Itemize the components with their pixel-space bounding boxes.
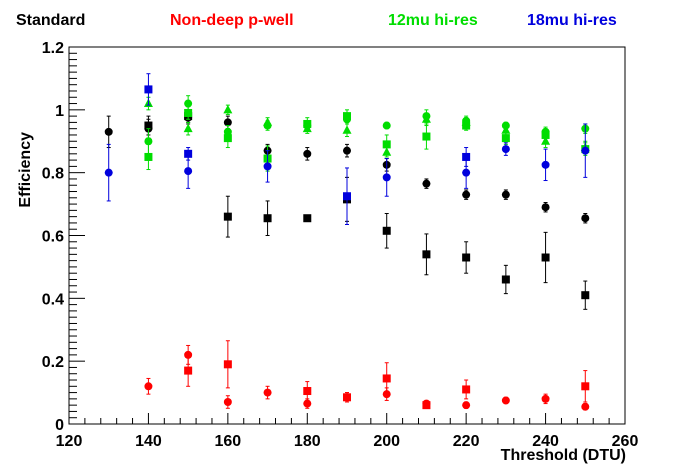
data-point-circle xyxy=(144,382,153,391)
x-tick-label: 180 xyxy=(294,433,321,450)
data-point-circle xyxy=(501,190,510,199)
data-point-triangle xyxy=(183,123,193,133)
x-tick-label: 240 xyxy=(532,433,559,450)
data-point-circle xyxy=(303,149,312,158)
x-tick-label: 160 xyxy=(215,433,242,450)
data-point-circle xyxy=(104,127,113,136)
data-point-circle xyxy=(263,162,272,171)
data-point-circle xyxy=(581,214,590,223)
data-point-square xyxy=(462,385,471,394)
data-point-circle xyxy=(462,190,471,199)
series-18mu-hi-res-square xyxy=(144,73,471,226)
data-point-square xyxy=(303,387,312,396)
data-point-square xyxy=(581,291,590,300)
legend-non-deep-p-well: Non-deep p-well xyxy=(170,12,294,29)
data-point-square xyxy=(501,275,510,284)
data-point-circle xyxy=(581,146,590,155)
series-12mu-hi-res-circle xyxy=(144,95,590,155)
data-point-circle xyxy=(382,173,391,182)
data-point-square xyxy=(382,226,391,235)
data-point-circle xyxy=(382,121,391,130)
data-point-circle xyxy=(541,203,550,212)
data-point-square xyxy=(144,85,153,94)
data-point-square xyxy=(382,140,391,149)
data-point-circle xyxy=(541,394,550,403)
data-point-circle xyxy=(184,167,193,176)
data-point-square xyxy=(223,134,232,143)
data-point-square xyxy=(184,108,193,117)
data-point-square xyxy=(501,134,510,143)
plot-frame xyxy=(68,46,626,425)
legend-standard: Standard xyxy=(16,12,86,29)
data-point-circle xyxy=(501,145,510,154)
data-point-circle xyxy=(541,160,550,169)
data-point-circle xyxy=(104,168,113,177)
data-point-triangle xyxy=(421,114,431,123)
data-point-triangle xyxy=(461,117,471,126)
data-point-square xyxy=(343,112,351,121)
data-point-square xyxy=(462,253,471,262)
data-point-triangle xyxy=(302,123,312,133)
data-point-square xyxy=(462,152,471,161)
series-non-deep-p-well-circle xyxy=(144,344,590,411)
data-point-triangle xyxy=(342,125,352,134)
data-point-circle xyxy=(223,118,232,127)
data-point-triangle xyxy=(382,147,392,156)
series-standard-square xyxy=(144,109,590,310)
data-point-circle xyxy=(184,99,193,108)
data-point-square xyxy=(263,214,272,223)
y-tick-label: 1 xyxy=(55,103,64,120)
data-point-square xyxy=(223,212,232,221)
data-point-circle xyxy=(223,398,232,407)
data-point-triangle xyxy=(263,117,273,126)
y-tick-label: 0.2 xyxy=(42,354,64,371)
data-point-square xyxy=(343,192,351,201)
x-axis-label: Threshold (DTU) xyxy=(501,447,626,464)
data-point-triangle xyxy=(541,136,551,145)
data-point-square xyxy=(382,374,391,383)
data-point-circle xyxy=(303,399,312,408)
series-12mu-hi-res-square xyxy=(144,106,590,172)
data-point-square xyxy=(541,253,550,262)
data-point-circle xyxy=(263,388,272,397)
data-point-square xyxy=(303,214,312,223)
data-point-circle xyxy=(462,168,471,177)
y-tick-label: 1.2 xyxy=(42,40,64,57)
data-point-triangle xyxy=(501,125,511,134)
data-point-circle xyxy=(581,402,590,411)
data-point-circle xyxy=(462,401,471,410)
data-point-square xyxy=(422,401,431,410)
series-18mu-hi-res-circle xyxy=(104,123,590,202)
x-tick-label: 260 xyxy=(612,433,639,450)
x-tick-label: 140 xyxy=(135,433,162,450)
y-tick-label: 0.8 xyxy=(42,166,64,183)
data-point-triangle xyxy=(223,104,233,114)
y-tick-label: 0.4 xyxy=(42,291,64,308)
data-point-square xyxy=(581,382,590,391)
y-tick-label: 0 xyxy=(55,417,64,434)
series-12mu-hi-res-triangle xyxy=(143,96,590,158)
data-point-square xyxy=(422,132,431,141)
data-point-circle xyxy=(343,146,351,155)
data-point-square xyxy=(184,149,193,158)
data-point-circle xyxy=(144,137,153,146)
y-tick-label: 0.6 xyxy=(42,229,64,246)
data-point-square xyxy=(422,250,431,259)
data-point-square xyxy=(343,393,351,402)
series-non-deep-p-well-square xyxy=(184,340,590,410)
data-point-circle xyxy=(501,396,510,405)
x-tick-label: 220 xyxy=(453,433,480,450)
legend-12mu-hi-res: 12mu hi-res xyxy=(388,12,478,29)
data-point-square xyxy=(184,366,193,375)
data-point-square xyxy=(223,360,232,369)
data-point-circle xyxy=(422,179,431,188)
data-point-square xyxy=(144,121,153,130)
x-tick-label: 200 xyxy=(373,433,400,450)
data-point-square xyxy=(144,152,153,161)
y-axis-label: Efficiency xyxy=(17,132,34,208)
x-tick-label: 120 xyxy=(56,433,83,450)
legend-18mu-hi-res: 18mu hi-res xyxy=(527,12,617,29)
